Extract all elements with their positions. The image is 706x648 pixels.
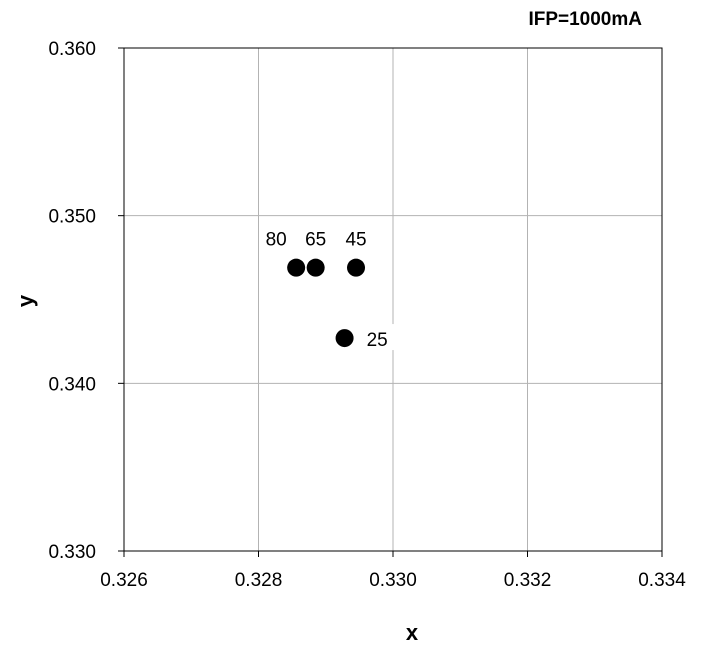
data-point-25 (335, 329, 354, 348)
grid (123, 47, 663, 552)
x-tick-label: 0.326 (100, 570, 148, 591)
x-tick-label: 0.332 (504, 570, 552, 591)
y-tick-label: 0.350 (48, 207, 96, 228)
y-tick-label: 0.340 (48, 374, 96, 395)
point-label-background (360, 324, 395, 351)
point-label-80: 80 (266, 230, 287, 251)
x-axis-title: x (406, 620, 419, 645)
x-tick-label: 0.330 (369, 570, 417, 591)
data-point-80 (287, 258, 306, 277)
point-label-25: 25 (367, 330, 388, 351)
x-tick-label: 0.328 (235, 570, 283, 591)
point-labels: 80 65 45 25 (266, 230, 395, 351)
y-axis-title: y (13, 294, 38, 307)
point-label-45: 45 (345, 230, 366, 251)
data-points (287, 258, 366, 348)
chart-title: IFP=1000mA (528, 9, 642, 30)
point-label-65: 65 (305, 230, 326, 251)
x-axis-ticks: 0.326 0.328 0.330 0.332 0.334 (100, 551, 686, 591)
y-tick-label: 0.360 (48, 39, 96, 60)
y-axis-ticks: 0.330 0.340 0.350 0.360 (48, 39, 124, 563)
y-tick-label: 0.330 (48, 542, 96, 563)
data-point-45 (347, 258, 366, 277)
x-tick-label: 0.334 (638, 570, 686, 591)
data-point-65 (306, 258, 325, 277)
